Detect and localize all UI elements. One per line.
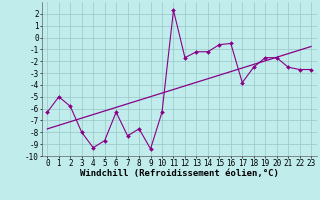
X-axis label: Windchill (Refroidissement éolien,°C): Windchill (Refroidissement éolien,°C) (80, 169, 279, 178)
